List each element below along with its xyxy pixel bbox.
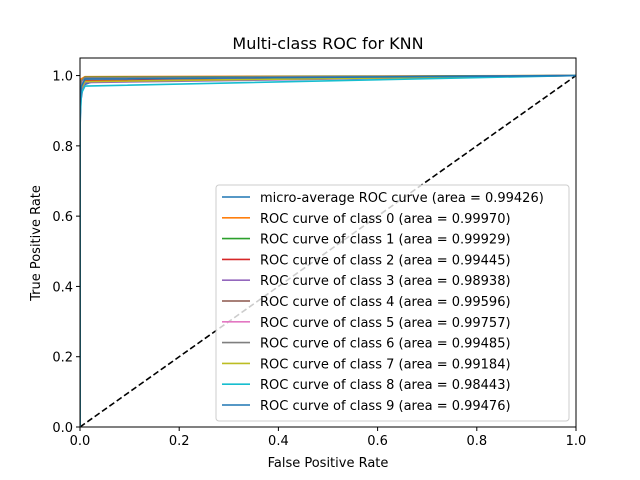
legend-entry-label: ROC curve of class 6 (area = 0.99485)	[260, 337, 511, 352]
x-tick-label: 1.0	[566, 434, 587, 449]
y-tick-label: 0.6	[52, 210, 73, 225]
legend-box	[215, 184, 570, 422]
roc-curve-series-10	[80, 74, 576, 427]
x-tick-label: 0.6	[367, 434, 388, 449]
x-tick-label: 0.8	[466, 434, 487, 449]
axes-frame	[79, 57, 577, 428]
x-tick-label: 0.2	[169, 434, 190, 449]
legend-entry-label: micro-average ROC curve (area = 0.99426)	[260, 191, 544, 206]
legend-entry-label: ROC curve of class 7 (area = 0.99184)	[260, 357, 511, 372]
legend-entry-label: ROC curve of class 5 (area = 0.99757)	[260, 316, 511, 331]
legend-entry-label: ROC curve of class 9 (area = 0.99476)	[260, 399, 511, 414]
y-tick-label: 0.4	[52, 280, 73, 295]
x-axis-title: False Positive Rate	[268, 456, 389, 471]
y-axis-title: True Positive Rate	[29, 185, 44, 302]
x-tick-label: 0.0	[70, 434, 91, 449]
legend: micro-average ROC curve (area = 0.99426)…	[215, 184, 570, 422]
roc-curve-series-7	[80, 74, 576, 427]
y-tick-label: 0.0	[52, 421, 73, 436]
legend-entry-label: ROC curve of class 1 (area = 0.99929)	[260, 233, 511, 248]
legend-entry-label: ROC curve of class 2 (area = 0.99445)	[260, 253, 511, 268]
legend-entry-label: ROC curve of class 0 (area = 0.99970)	[260, 212, 511, 227]
chance-diagonal-line	[80, 74, 576, 427]
legend-entry-label: ROC curve of class 3 (area = 0.98938)	[260, 274, 511, 289]
y-tick-label: 0.8	[52, 140, 73, 155]
y-tick-label: 1.0	[52, 70, 73, 85]
x-tick-label: 0.4	[268, 434, 289, 449]
chart-title: Multi-class ROC for KNN	[232, 34, 423, 53]
y-tick-label: 0.2	[52, 351, 73, 366]
legend-entry-label: ROC curve of class 4 (area = 0.99596)	[260, 295, 511, 310]
legend-entry-label: ROC curve of class 8 (area = 0.98443)	[260, 378, 511, 393]
plot-area: 0.0 0.2 0.4 0.6 0.8 1.0 0.0 0.2 0.4 0.6 0.8 1.0	[52, 57, 587, 449]
